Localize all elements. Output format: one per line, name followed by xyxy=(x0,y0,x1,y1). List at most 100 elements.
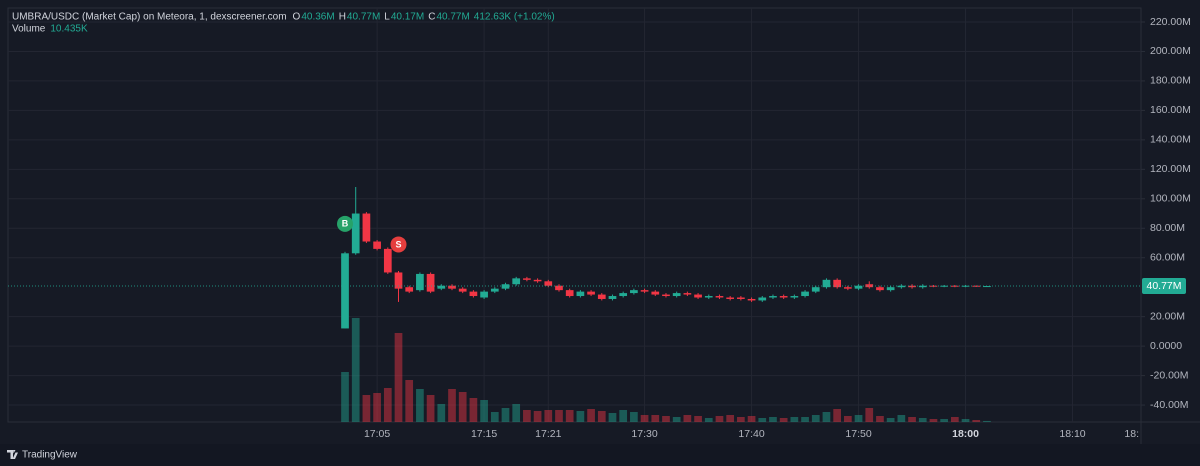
y-tick-label: -20.00M xyxy=(1150,369,1189,381)
candle-body xyxy=(833,279,842,288)
candle-body xyxy=(351,213,360,254)
candle-body xyxy=(790,296,799,298)
candle-body xyxy=(950,285,959,287)
candle-body xyxy=(383,248,392,273)
candle-body xyxy=(469,291,478,297)
candle-body xyxy=(458,288,467,292)
candle-body xyxy=(672,293,681,297)
candle-body xyxy=(876,287,884,291)
x-tick-label: 18: xyxy=(1124,428,1139,440)
candle-body xyxy=(704,296,713,298)
candle-body xyxy=(490,288,499,292)
volume-bar xyxy=(544,410,553,422)
volume-bar xyxy=(437,404,446,422)
volume-bar xyxy=(940,419,948,422)
candle-body xyxy=(908,285,916,288)
candle-body xyxy=(523,278,531,280)
candle-body xyxy=(608,296,617,299)
volume-bar xyxy=(865,408,874,422)
volume-bar xyxy=(672,417,681,422)
candle-body xyxy=(341,253,349,329)
candle-body xyxy=(683,293,692,295)
legend-key: O xyxy=(293,12,301,23)
tradingview-logo xyxy=(7,450,18,459)
y-tick-label: 160.00M xyxy=(1150,104,1191,116)
volume-bar xyxy=(886,418,895,422)
candle-body xyxy=(737,297,745,299)
plot-area xyxy=(7,7,1142,423)
volume-bar xyxy=(801,417,809,422)
candle-body xyxy=(544,281,553,286)
candle-body xyxy=(897,285,906,288)
volume-bar xyxy=(747,416,756,422)
legend-value: 40.17M xyxy=(391,12,424,23)
volume-bar xyxy=(576,411,585,422)
volume-bar xyxy=(469,398,478,422)
candle-body xyxy=(769,296,777,298)
y-tick-label: 120.00M xyxy=(1150,163,1191,175)
volume-bar xyxy=(501,408,510,422)
volume-bar xyxy=(918,418,927,422)
volume-bar xyxy=(341,372,349,422)
candle-body xyxy=(512,278,521,285)
volume-bar xyxy=(854,415,863,422)
legend-key: L xyxy=(384,12,390,23)
candle-body xyxy=(918,285,927,288)
volume-bar xyxy=(683,415,692,422)
volume-bar xyxy=(929,419,938,422)
volume-bar xyxy=(608,413,617,422)
volume-bar xyxy=(972,420,981,422)
y-tick-label: -40.00M xyxy=(1150,399,1189,411)
x-tick-label: 17:21 xyxy=(535,428,561,440)
footer-brand: TradingView xyxy=(22,450,78,461)
x-tick-label: 17:40 xyxy=(738,428,764,440)
volume-bar xyxy=(565,410,574,422)
last-price-box xyxy=(1142,278,1186,295)
volume-bar xyxy=(811,415,820,422)
candle-body xyxy=(501,284,510,289)
candle-body xyxy=(362,213,371,242)
volume-bar xyxy=(822,412,831,422)
volume-bar xyxy=(597,411,606,422)
volume-bar xyxy=(876,416,884,422)
volume-bar xyxy=(373,393,381,422)
volume-bar xyxy=(769,417,777,422)
y-tick-label: 0.0000 xyxy=(1150,340,1182,352)
last-price-label: 40.77M xyxy=(1146,280,1181,292)
y-tick-label: 20.00M xyxy=(1150,310,1185,322)
y-tick-label: 180.00M xyxy=(1150,75,1191,87)
volume-bar xyxy=(662,416,670,422)
volume-bar xyxy=(908,417,916,422)
volume-bar xyxy=(448,389,456,422)
x-tick-label: 17:15 xyxy=(471,428,497,440)
chart-title: UMBRA/USDC (Market Cap) on Meteora, 1, d… xyxy=(12,12,287,23)
candle-body xyxy=(726,297,735,299)
legend-change: 412.63K (+1.02%) xyxy=(474,12,555,23)
volume-bar xyxy=(833,409,842,422)
candle-body xyxy=(758,297,767,301)
volume-bar xyxy=(758,418,767,422)
legend-value: 40.77M xyxy=(347,12,380,23)
header: UMBRA/USDC (Market Cap) on Meteora, 1, d… xyxy=(12,12,555,35)
volume-bar xyxy=(383,388,392,422)
y-tick-label: 80.00M xyxy=(1150,222,1185,234)
legend-value: 40.77M xyxy=(436,12,469,23)
candle-body xyxy=(694,294,702,298)
x-tick-label: 18:00 xyxy=(952,428,979,440)
volume-bar xyxy=(394,333,403,422)
y-tick-label: 140.00M xyxy=(1150,134,1191,146)
candle-body xyxy=(662,294,670,297)
trade-marker xyxy=(337,215,354,232)
x-tick-label: 17:30 xyxy=(631,428,657,440)
volume-bar xyxy=(458,392,467,422)
legend-key: C xyxy=(428,12,435,23)
candle-body xyxy=(576,291,585,297)
candle-body xyxy=(619,293,628,297)
candle-body xyxy=(480,291,488,298)
volume-bar xyxy=(844,416,852,422)
legend-value: 40.36M xyxy=(301,12,334,23)
volume-bar xyxy=(737,417,745,422)
candle-body xyxy=(416,273,424,291)
